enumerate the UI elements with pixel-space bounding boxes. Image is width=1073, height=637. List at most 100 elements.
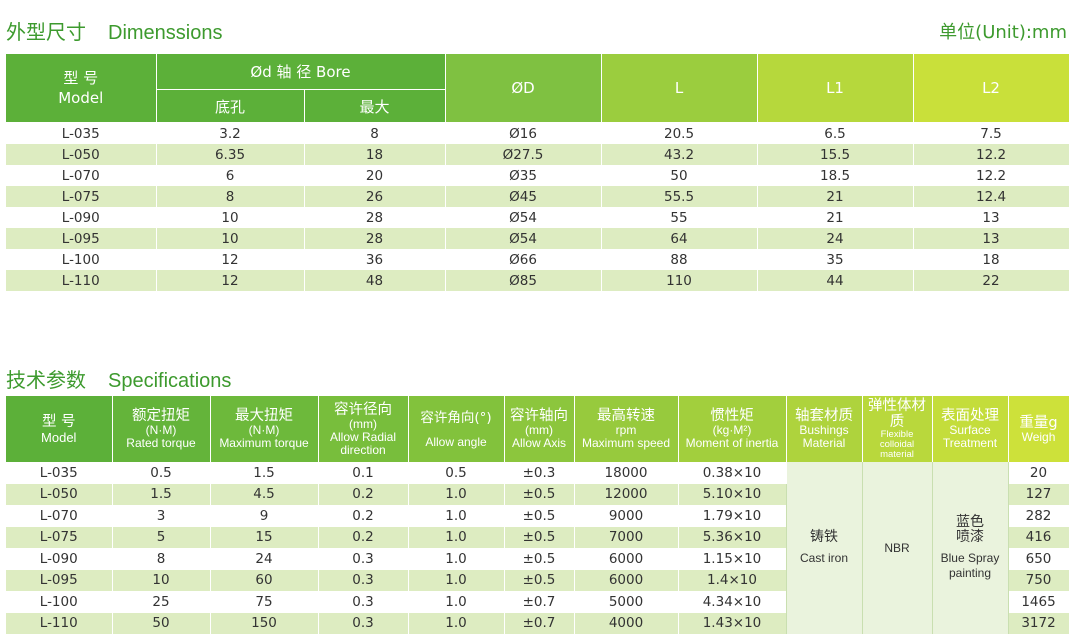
spec-cell-model: L-035 <box>6 462 113 484</box>
dim-cell-l2: 12.2 <box>913 165 1070 186</box>
dim-cell-model: L-095 <box>6 228 157 249</box>
dim-header-model-cn: 型 号 <box>63 69 99 87</box>
spec-cell-max-torque: 60 <box>210 569 319 591</box>
spec-header-axis-en: Allow Axis <box>511 436 567 450</box>
unit-label: 单位(Unit):mm <box>939 22 1067 43</box>
spec-cell-model: L-070 <box>6 505 113 527</box>
spec-header-inertia-unit: (kg·M²) <box>712 423 752 437</box>
dim-cell-model: L-090 <box>6 207 157 228</box>
dim-header-bore-max: 最大 <box>304 89 446 123</box>
dim-header-model-en: Model <box>58 89 104 107</box>
spec-cell-axis: ±0.5 <box>504 569 575 591</box>
dim-cell-od: Ø45 <box>445 186 602 207</box>
dim-cell-l1: 21 <box>757 207 914 228</box>
table-row: L-090 10 28 Ø54 55 21 13 <box>6 207 1070 228</box>
spec-cell-rated-torque: 8 <box>112 548 211 570</box>
spec-cell-max-torque: 1.5 <box>210 462 319 484</box>
spec-cell-inertia: 1.15×10 <box>678 548 787 570</box>
spec-cell-max-torque: 75 <box>210 591 319 613</box>
spec-header-model: 型 号 Model <box>6 396 113 462</box>
table-row: L-035 0.5 1.5 0.1 0.5 ±0.3 18000 0.38×10 铸铁 Cast … <box>6 462 1070 634</box>
spec-header-elastic-cn: 弹性体材质 <box>868 398 926 430</box>
spec-cell-inertia: 4.34×10 <box>678 591 787 613</box>
dim-cell-l2: 18 <box>913 249 1070 270</box>
spec-cell-speed: 5000 <box>574 591 679 613</box>
spec-cell-model: L-050 <box>6 483 113 505</box>
dim-cell-od: Ø16 <box>445 122 602 144</box>
spec-cell-radial: 0.3 <box>318 591 409 613</box>
dim-cell-od: Ø66 <box>445 249 602 270</box>
dim-cell-l1: 15.5 <box>757 144 914 165</box>
spec-header-radial-en: Allow Radial direction <box>329 429 397 457</box>
dim-cell-bore-max: 8 <box>304 122 446 144</box>
table-row: L-070 6 20 Ø35 50 18.5 12.2 <box>6 165 1070 186</box>
spec-cell-radial: 0.3 <box>318 548 409 570</box>
table-row: L-110 12 48 Ø85 110 44 22 <box>6 270 1070 291</box>
spec-header-axis-unit: (mm) <box>525 423 553 437</box>
spec-cell-model: L-100 <box>6 591 113 613</box>
spec-cell-inertia: 1.79×10 <box>678 505 787 527</box>
spec-cell-weight: 1465 <box>1008 591 1070 613</box>
dim-cell-bore-max: 20 <box>304 165 446 186</box>
spec-header-surface-cn: 表面处理 <box>941 408 999 424</box>
spec-cell-weight: 416 <box>1008 526 1070 548</box>
spec-cell-weight: 650 <box>1008 548 1070 570</box>
spec-cell-angle: 1.0 <box>408 569 505 591</box>
spec-cell-radial: 0.2 <box>318 526 409 548</box>
dimensions-table: 型 号 Model Ød 轴 径 Bore ØD L L1 L2 底孔 最大 L… <box>6 54 1070 291</box>
dim-cell-model: L-050 <box>6 144 157 165</box>
spec-cell-radial: 0.2 <box>318 505 409 527</box>
dim-cell-bore-max: 18 <box>304 144 446 165</box>
spec-header-weight: 重量g Weigh <box>1008 396 1070 462</box>
table-row: L-075 5 15 0.2 1.0 ±0.5 7000 5.36×10 416 <box>6 526 1070 548</box>
spec-header-speed-en: Maximum speed <box>581 436 671 450</box>
surface-treatment: 蓝色喷漆 Blue Spray painting <box>931 462 1009 634</box>
bushing-material-en: Cast iron <box>799 551 849 565</box>
spec-cell-rated-torque: 10 <box>112 569 211 591</box>
dim-cell-l: 88 <box>601 249 758 270</box>
spec-cell-speed: 4000 <box>574 612 679 634</box>
table-row: L-035 3.2 8 Ø16 20.5 6.5 7.5 <box>6 122 1070 144</box>
spec-cell-inertia: 1.4×10 <box>678 569 787 591</box>
spec-cell-angle: 1.0 <box>408 483 505 505</box>
spec-header-rated-cn: 额定扭矩 <box>132 408 190 424</box>
dim-cell-model: L-100 <box>6 249 157 270</box>
dim-header-l1: L1 <box>757 54 914 123</box>
spec-cell-speed: 6000 <box>574 548 679 570</box>
dim-header-l: L <box>601 54 758 123</box>
dim-cell-l1: 35 <box>757 249 914 270</box>
spec-cell-radial: 0.1 <box>318 462 409 484</box>
dim-cell-bore-min: 10 <box>156 207 305 228</box>
dim-cell-l: 64 <box>601 228 758 249</box>
spec-header-axis-cn: 容许轴向 <box>510 408 568 424</box>
spec-cell-axis: ±0.5 <box>504 505 575 527</box>
dimensions-title: 外型尺寸 Dimenssions <box>6 16 222 45</box>
spec-cell-angle: 1.0 <box>408 505 505 527</box>
dim-cell-l: 20.5 <box>601 122 758 144</box>
spec-cell-weight: 127 <box>1008 483 1070 505</box>
dim-cell-bore-min: 10 <box>156 228 305 249</box>
spec-header-speed-cn: 最高转速 <box>597 408 655 424</box>
spec-header-axis: 容许轴向 (mm) Allow Axis <box>504 396 575 462</box>
spec-cell-angle: 1.0 <box>408 526 505 548</box>
dim-header-bore: Ød 轴 径 Bore <box>156 54 446 90</box>
spec-cell-model: L-090 <box>6 548 113 570</box>
dim-cell-l2: 22 <box>913 270 1070 291</box>
dim-header-model: 型 号 Model <box>6 54 157 123</box>
dim-cell-l2: 13 <box>913 207 1070 228</box>
spec-cell-speed: 9000 <box>574 505 679 527</box>
spec-header-angle-cn: 容许角向(°) <box>420 409 492 426</box>
spec-header-radial-cn: 容许径向 <box>334 401 392 418</box>
spec-header-weight-cn: 重量g <box>1019 414 1058 431</box>
dim-cell-bore-min: 8 <box>156 186 305 207</box>
spec-cell-radial: 0.2 <box>318 483 409 505</box>
table-row: L-050 6.35 18 Ø27.5 43.2 15.5 12.2 <box>6 144 1070 165</box>
spec-header-radial: 容许径向 (mm) Allow Radial direction <box>318 396 409 462</box>
dim-cell-l1: 44 <box>757 270 914 291</box>
dimensions-title-cn: 外型尺寸 <box>6 20 86 44</box>
dim-cell-model: L-035 <box>6 122 157 144</box>
spec-header-rated-en: Rated torque <box>126 436 196 450</box>
dim-cell-bore-min: 12 <box>156 249 305 270</box>
spec-header-model-cn: 型 号 <box>41 413 76 430</box>
spec-header-inertia-cn: 惯性矩 <box>710 408 754 424</box>
